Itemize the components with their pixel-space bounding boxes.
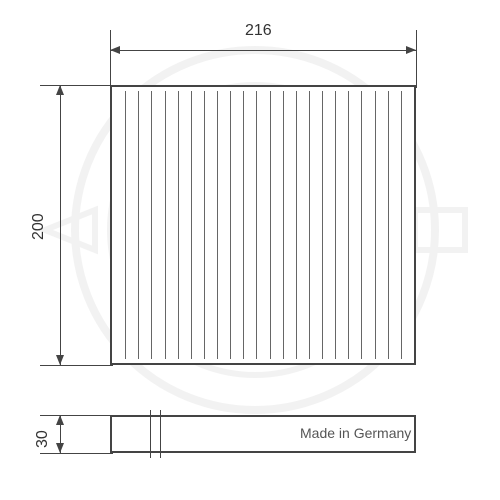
left-dim-ext-bottom — [40, 365, 113, 366]
filter-slat — [296, 91, 297, 359]
filter-slat — [138, 91, 139, 359]
left-dim-arrow-up — [56, 85, 64, 95]
filter-slat — [178, 91, 179, 359]
top-dim-arrow-right — [406, 46, 416, 54]
filter-slat — [388, 91, 389, 359]
depth-dim-ext-bottom — [40, 453, 113, 454]
height-dim-label: 200 — [30, 213, 48, 240]
filter-slat — [361, 91, 362, 359]
filter-slat — [309, 91, 310, 359]
filter-slat — [125, 91, 126, 359]
filter-slat — [204, 91, 205, 359]
filter-slat — [151, 91, 152, 359]
depth-dim-ext-top — [40, 415, 113, 416]
filter-slat — [283, 91, 284, 359]
filter-slat — [191, 91, 192, 359]
top-dim-arrow-left — [110, 46, 120, 54]
made-in-label: Made in Germany — [300, 425, 411, 441]
filter-slat — [335, 91, 336, 359]
filter-slat — [270, 91, 271, 359]
filter-slat — [322, 91, 323, 359]
side-view-tab-left — [150, 410, 151, 458]
filter-slat — [165, 91, 166, 359]
left-dim-arrow-down — [56, 355, 64, 365]
width-dim-label: 216 — [245, 22, 272, 40]
top-dim-ext-left — [110, 30, 111, 88]
filter-slat — [230, 91, 231, 359]
left-dim-ext-top — [40, 85, 113, 86]
top-dim-ext-right — [416, 30, 417, 88]
depth-dim-label: 30 — [34, 430, 52, 448]
filter-slat — [375, 91, 376, 359]
filter-slat — [256, 91, 257, 359]
depth-dim-arrow-down — [56, 443, 64, 453]
top-dim-line — [110, 50, 416, 51]
drawing-canvas: 216 200 30 Made in Germany — [0, 0, 500, 500]
top-view-rect — [110, 85, 416, 365]
left-dim-line — [60, 85, 61, 365]
filter-slat — [348, 91, 349, 359]
filter-slat — [217, 91, 218, 359]
side-view-tab-right — [160, 410, 161, 458]
filter-slat — [401, 91, 402, 359]
filter-slat — [243, 91, 244, 359]
depth-dim-arrow-up — [56, 415, 64, 425]
